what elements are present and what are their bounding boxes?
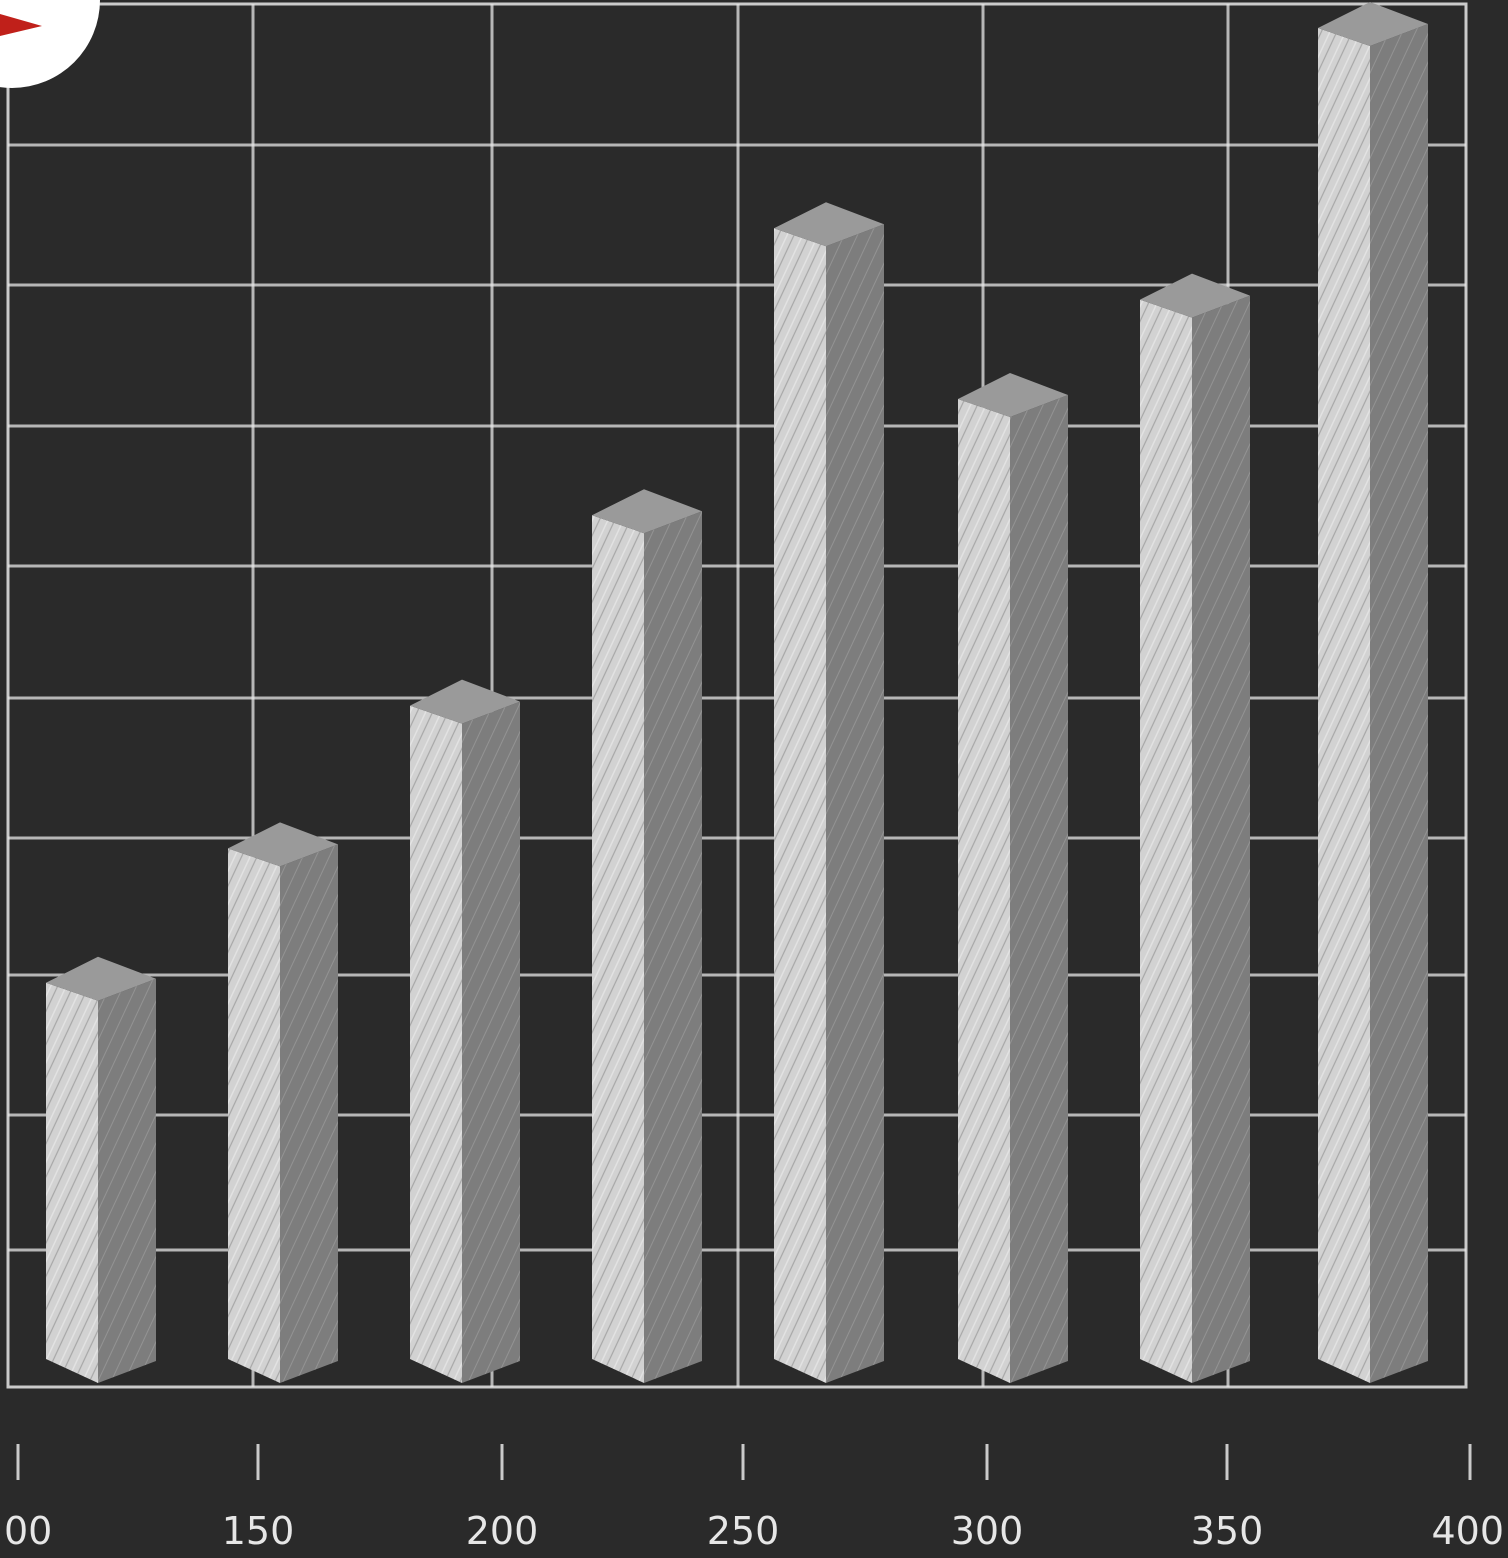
bar-7 — [1140, 273, 1250, 1384]
bar-side-texture — [1370, 24, 1428, 1383]
bar-front-texture — [1140, 299, 1192, 1384]
bar-top — [410, 679, 520, 724]
bar-front-texture — [1318, 28, 1370, 1383]
bar-side-texture — [1192, 295, 1250, 1384]
x-tick-label: 200 — [466, 1509, 539, 1553]
bar-top — [774, 202, 884, 247]
bar-2 — [228, 822, 338, 1383]
bar-6 — [958, 373, 1068, 1383]
bar-front-texture — [410, 705, 462, 1383]
bar-8 — [1318, 2, 1428, 1383]
bar-5 — [774, 202, 884, 1384]
bar-top — [1140, 273, 1250, 318]
bars — [46, 2, 1428, 1384]
x-tick-label: 300 — [951, 1509, 1024, 1553]
bar-front-texture — [46, 982, 98, 1383]
x-tick-label: 250 — [707, 1509, 780, 1553]
bar-side-texture — [98, 978, 156, 1383]
bar-side-texture — [644, 511, 702, 1383]
badge-logo — [0, 0, 100, 88]
x-axis: 00 150 200 250 300 350 400 — [4, 1444, 1504, 1553]
bar-side-texture — [826, 224, 884, 1384]
bar-side-texture — [280, 844, 338, 1383]
x-tick-label: 00 — [4, 1509, 52, 1553]
bar-top — [958, 373, 1068, 417]
x-tick-label: 350 — [1191, 1509, 1264, 1553]
bar-top — [1318, 2, 1428, 46]
badge-arrow-icon — [0, 14, 42, 36]
bar-front-texture — [774, 228, 826, 1384]
bar-side-texture — [1010, 395, 1068, 1383]
bar-top — [228, 822, 338, 867]
bar-front-texture — [228, 848, 280, 1383]
x-tick-label: 150 — [222, 1509, 295, 1553]
bar-4 — [592, 489, 702, 1383]
bar-side-texture — [462, 701, 520, 1383]
bar-front-texture — [592, 515, 644, 1383]
bar-front-texture — [958, 399, 1010, 1383]
bar-3 — [410, 679, 520, 1383]
bar-1 — [46, 956, 156, 1383]
bar-top — [46, 956, 156, 1001]
bar-top — [592, 489, 702, 534]
x-tick-label: 400 — [1431, 1509, 1504, 1553]
